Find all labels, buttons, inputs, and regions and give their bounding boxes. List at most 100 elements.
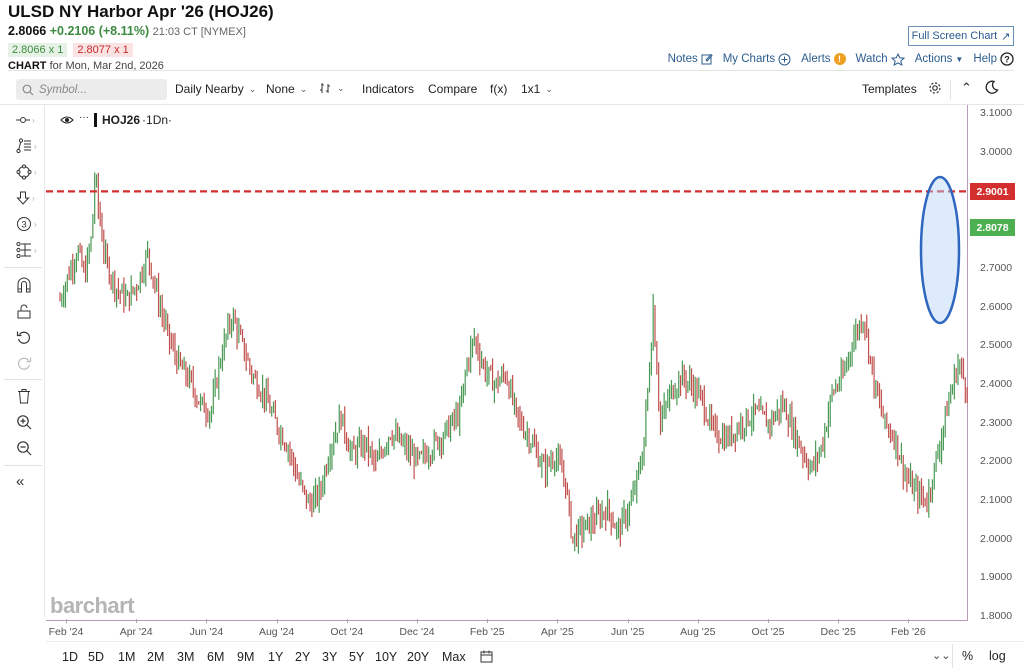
x-tick-label: Feb '25 — [469, 626, 505, 638]
period-dropdown[interactable]: Daily Nearby ⌄ — [175, 82, 256, 96]
log-scale-toggle[interactable]: log — [989, 649, 1006, 663]
range-button-1y[interactable]: 1Y — [268, 650, 284, 664]
y-tick-label: 2.1000 — [980, 494, 1013, 506]
full-screen-chart-button[interactable]: Full Screen Chart ↗ — [908, 26, 1014, 46]
divider — [8, 70, 1014, 71]
watch-link[interactable]: Watch — [855, 52, 905, 66]
chevron-down-icon: ⌄ — [248, 83, 257, 94]
expand-arrow-icon: ↗ — [1001, 30, 1011, 43]
range-button-1d[interactable]: 1D — [62, 650, 78, 664]
magnet-tool[interactable] — [16, 275, 38, 295]
x-tick-label: Oct '25 — [751, 626, 785, 638]
x-tick-label: Feb '26 — [891, 626, 926, 638]
overlay-dropdown[interactable]: None ⌄ — [266, 82, 307, 96]
fibonacci-tool[interactable]: › — [16, 240, 38, 260]
y-tick-label: 2.7000 — [980, 261, 1013, 274]
settings-button[interactable] — [928, 81, 942, 95]
range-button-20y[interactable]: 20Y — [407, 650, 430, 664]
chart-plot-area[interactable] — [46, 105, 968, 621]
range-button-5y[interactable]: 5Y — [349, 650, 365, 664]
range-button-2m[interactable]: 2M — [147, 650, 165, 664]
range-button-6m[interactable]: 6M — [207, 650, 225, 664]
calendar-button[interactable] — [480, 650, 493, 666]
fx-button[interactable]: f(x) — [490, 82, 508, 96]
help-link[interactable]: Help? — [973, 52, 1014, 66]
zoom-out-button[interactable] — [16, 438, 38, 458]
collapse-header-button[interactable]: ⌃ — [961, 80, 972, 96]
templates-button[interactable]: Templates — [862, 82, 917, 96]
arrow-down-icon — [16, 191, 30, 205]
svg-text:3: 3 — [21, 220, 26, 231]
price-change: +0.2106 (+8.11%) — [49, 24, 150, 38]
watch-label: Watch — [855, 53, 888, 65]
y-tick-label: 3.1000 — [980, 107, 1013, 119]
crosshair-icon — [16, 117, 30, 123]
dark-mode-toggle[interactable] — [985, 80, 999, 94]
compare-button[interactable]: Compare — [428, 82, 478, 96]
x-tick-mark — [346, 619, 348, 623]
crosshair-tool[interactable]: › — [16, 110, 38, 130]
series-interval: ·1Dn· — [142, 113, 173, 127]
lock-tool[interactable] — [16, 301, 38, 321]
eye-icon[interactable] — [60, 115, 74, 125]
x-tick-mark — [136, 619, 138, 623]
range-button-3m[interactable]: 3M — [177, 650, 195, 664]
svg-text:?: ? — [1004, 55, 1010, 65]
date-axis[interactable]: Feb '24 Apr '24 Jun '24 Aug '24 Oct '24 Dec '… — [46, 619, 968, 640]
alert-icon: ! — [833, 53, 846, 65]
range-button-2y[interactable]: 2Y — [295, 650, 311, 664]
caret-down-icon: ▼ — [955, 54, 964, 64]
expand-bottom-button[interactable]: ⌄⌄ — [932, 649, 950, 662]
more-options-icon[interactable]: ··· — [79, 111, 89, 123]
range-button-9m[interactable]: 9M — [237, 650, 255, 664]
chart-type-dropdown[interactable]: ⌄ — [320, 82, 345, 94]
trendline-tool[interactable]: › — [16, 136, 38, 156]
x-tick-label: Aug '25 — [680, 626, 716, 638]
notes-link[interactable]: Notes — [668, 53, 713, 65]
shape-tool[interactable]: › — [16, 162, 38, 182]
y-tick-label: 2.3000 — [980, 416, 1013, 429]
fibonacci-icon — [16, 242, 31, 258]
divider — [4, 267, 42, 268]
series-legend: ··· HOJ26 ·1Dn· — [60, 111, 173, 127]
range-button-5d[interactable]: 5D — [88, 650, 104, 664]
quote-header: ULSD NY Harbor Apr '26 (HOJ26) 2.8066 +0… — [8, 0, 274, 72]
search-placeholder: Symbol... — [39, 83, 87, 96]
chart-label: CHART — [8, 60, 47, 72]
actions-menu[interactable]: Actions ▼ — [915, 53, 964, 65]
zoom-in-button[interactable] — [16, 412, 38, 432]
alerts-link[interactable]: Alerts! — [801, 53, 846, 65]
redo-button[interactable] — [16, 353, 38, 373]
highlight-ellipse[interactable] — [919, 175, 961, 325]
drawing-toolbar: › › › › 3 › › « — [0, 105, 45, 617]
last-price: 2.8066 — [8, 24, 47, 38]
x-tick-label: Jun '24 — [189, 626, 224, 638]
bid-ask: 2.8066 x 1 2.8077 x 1 — [8, 43, 274, 57]
price-axis[interactable]: 3.10003.00002.90002.80002.70002.60002.50… — [970, 105, 1024, 625]
trash-icon — [18, 389, 30, 404]
range-button-1m[interactable]: 1M — [118, 650, 136, 664]
symbol-search-input[interactable]: Symbol... — [16, 79, 167, 100]
range-button-10y[interactable]: 10Y — [375, 650, 398, 664]
my-charts-label: My Charts — [722, 53, 776, 65]
zoom-out-icon — [17, 441, 32, 456]
ask-value: 2.8077 x 1 — [73, 43, 133, 57]
collapse-toolbar-button[interactable]: « — [16, 471, 38, 491]
delete-button[interactable] — [16, 386, 38, 406]
undo-button[interactable] — [16, 327, 38, 347]
y-tick-label: 1.9000 — [980, 571, 1013, 584]
range-bar: 1D 5D 1M 2M 3M 6M 9M 1Y 2Y 3Y 5Y 10Y 20Y Max — [46, 641, 1024, 672]
search-icon — [22, 84, 34, 95]
range-button-3y[interactable]: 3Y — [322, 650, 338, 664]
star-icon — [890, 52, 905, 66]
counter-tool[interactable]: 3 › — [16, 214, 38, 234]
x-tick-mark — [697, 619, 699, 623]
layout-dropdown[interactable]: 1x1 ⌄ — [521, 82, 553, 96]
arrow-tool[interactable]: › — [16, 188, 38, 208]
range-button-max[interactable]: Max — [442, 650, 466, 664]
x-tick-label: Dec '24 — [399, 626, 435, 638]
my-charts-link[interactable]: My Charts — [723, 53, 791, 66]
indicators-button[interactable]: Indicators — [362, 82, 415, 96]
notes-label: Notes — [667, 53, 698, 65]
percent-scale-toggle[interactable]: % — [962, 649, 974, 663]
